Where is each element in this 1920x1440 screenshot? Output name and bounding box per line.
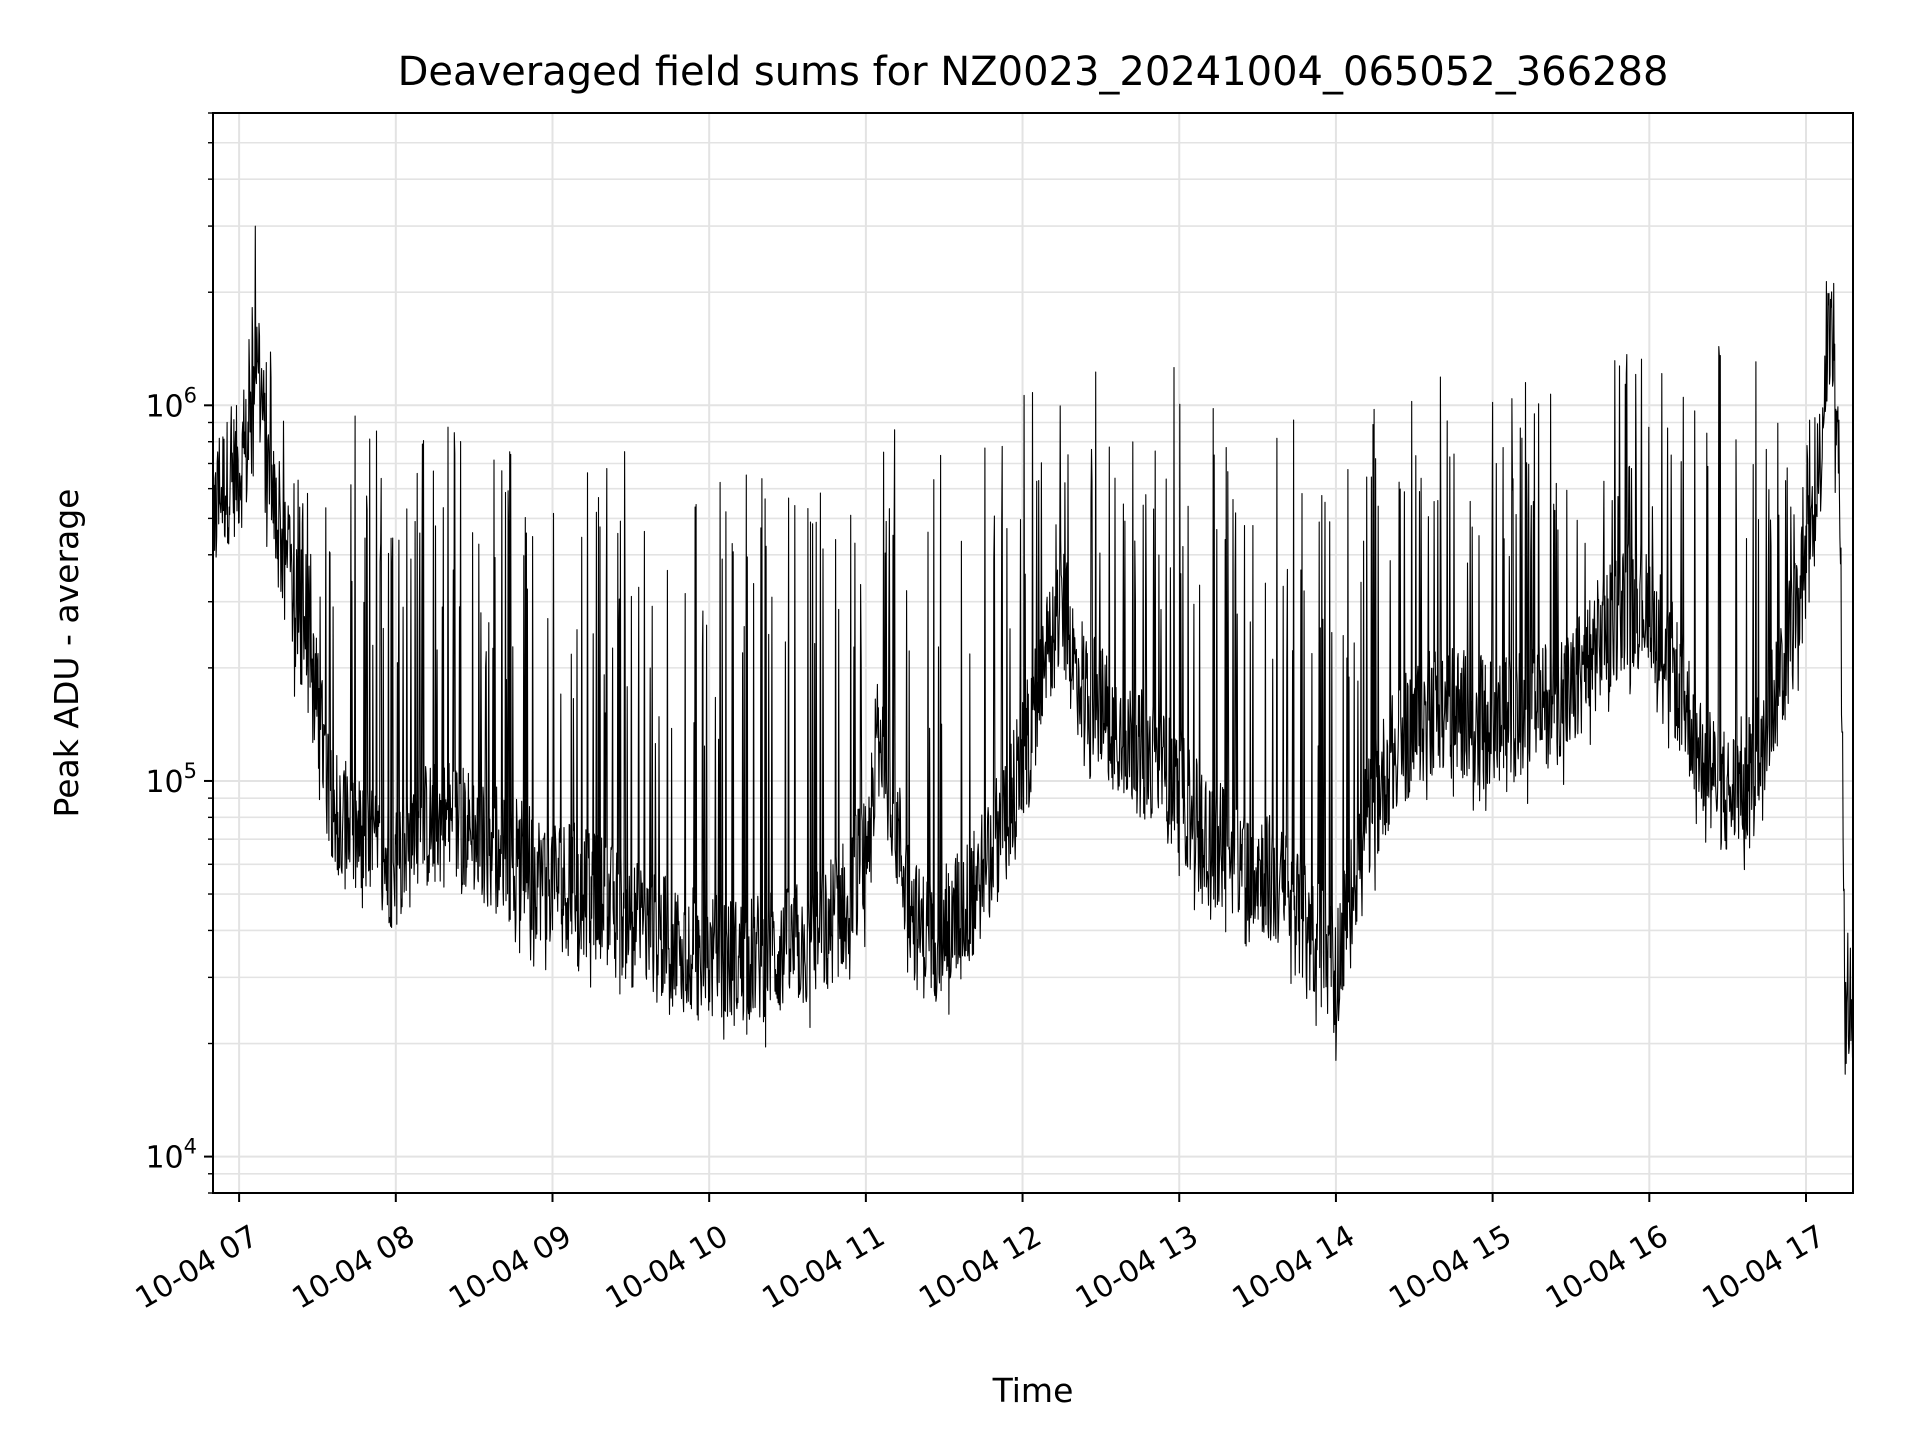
x-axis-title: Time [992, 1371, 1074, 1410]
plot-frame [212, 112, 1854, 1194]
x-tick-label: 10-04 11 [757, 1219, 891, 1317]
y-tick-label: 105 [145, 759, 197, 800]
x-tick-label: 10-04 15 [1383, 1219, 1517, 1317]
x-tick-label: 10-04 12 [913, 1219, 1047, 1317]
x-axis: 10-04 07 10-04 08 10-04 09 10-04 10 10-04 11… [130, 1193, 1831, 1316]
x-tick-label: 10-04 13 [1070, 1219, 1204, 1317]
x-tick-label: 10-04 08 [286, 1219, 420, 1317]
y-tick-label: 106 [145, 383, 197, 424]
x-tick-label: 10-04 07 [130, 1219, 264, 1317]
x-tick-label: 10-04 09 [443, 1219, 577, 1317]
x-tick-label: 10-04 17 [1697, 1219, 1831, 1317]
series-line [213, 225, 1853, 1075]
y-tick-label: 104 [145, 1135, 197, 1176]
y-axis-title: Peak ADU - average [47, 489, 86, 818]
x-tick-label: 10-04 16 [1540, 1219, 1674, 1317]
chart-title: Deaveraged field sums for NZ0023_2024100… [398, 49, 1669, 95]
x-tick-label: 10-04 14 [1227, 1219, 1361, 1317]
y-axis: 104 105 106 [145, 112, 213, 1194]
data-series [213, 225, 1853, 1075]
x-tick-label: 10-04 10 [600, 1219, 734, 1317]
